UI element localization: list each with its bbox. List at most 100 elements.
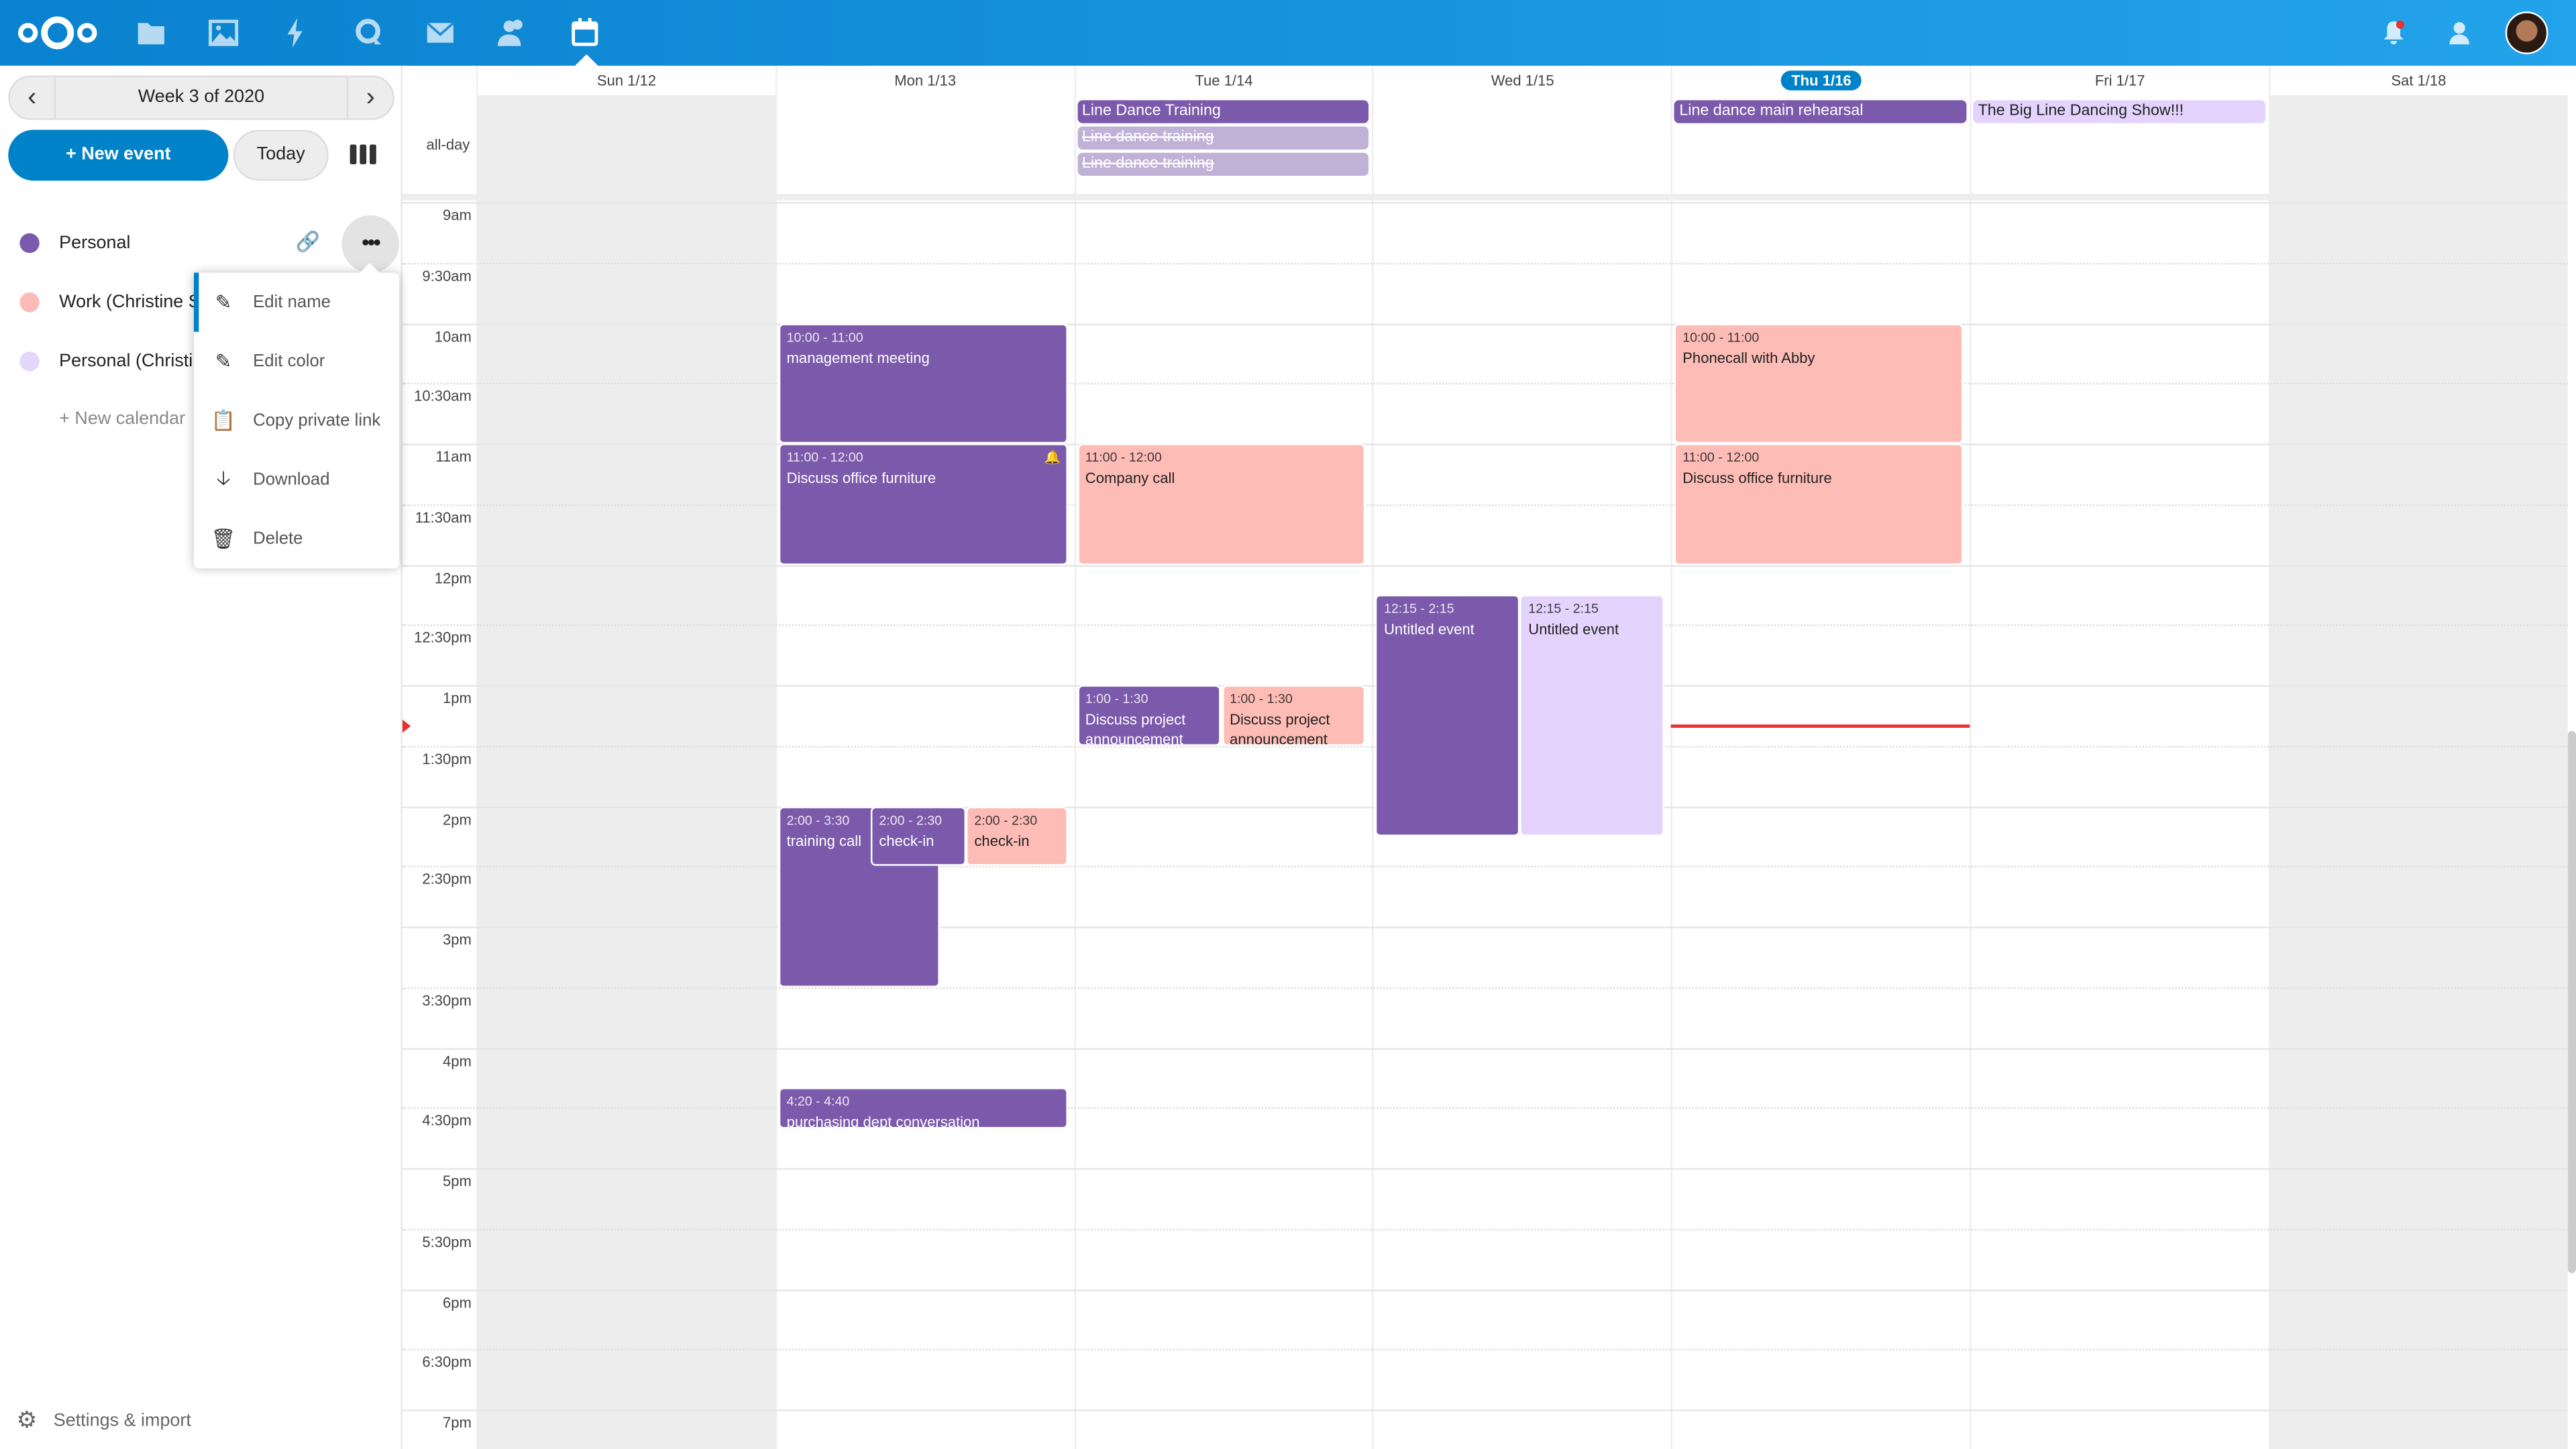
- calendar-event[interactable]: 4:20 - 4:40 purchasing dept conversation: [778, 1087, 1067, 1128]
- all-day-event[interactable]: Line dance training: [1077, 126, 1369, 150]
- event-time: 11:00 - 12:00: [1085, 450, 1162, 466]
- menu-item-label: Edit color: [253, 352, 325, 372]
- event-time: 10:00 - 11:00: [1682, 329, 1760, 345]
- day-header-label: Thu 1/16: [1781, 70, 1862, 91]
- time-label: 6:30pm: [422, 1354, 472, 1371]
- calendar-name: Personal (Christine Schott): [59, 352, 197, 372]
- menu-item-label: Download: [253, 470, 330, 490]
- next-week-button[interactable]: ›: [366, 83, 375, 111]
- files-icon[interactable]: [135, 16, 168, 49]
- gear-icon: ⚙: [16, 1406, 38, 1433]
- contacts-icon[interactable]: [496, 16, 529, 49]
- time-slot-line: [402, 383, 2568, 385]
- menu-item-edit-color[interactable]: ✎ Edit color: [194, 332, 399, 391]
- calendar-event[interactable]: 2:00 - 2:30 check-in: [966, 806, 1067, 867]
- user-avatar[interactable]: [2505, 11, 2548, 54]
- calendar-item[interactable]: Personal (Christine Schott): [0, 332, 402, 391]
- calendar-name: Work (Christine Schott): [59, 292, 197, 313]
- view-switcher-icon[interactable]: [350, 144, 376, 164]
- day-header-label: Wed 1/15: [1491, 72, 1554, 89]
- day-header[interactable]: Tue 1/14: [1073, 65, 1373, 96]
- previous-week-button[interactable]: ‹: [28, 83, 37, 111]
- photos-icon[interactable]: [207, 16, 240, 49]
- calendar-event[interactable]: 11:00 - 12:00 Discuss office furniture 🔔: [778, 443, 1067, 565]
- time-slot-line: [402, 323, 2568, 325]
- day-header[interactable]: Thu 1/16: [1671, 65, 1970, 96]
- time-label: 5:30pm: [422, 1233, 472, 1250]
- all-day-event[interactable]: Line dance training: [1077, 152, 1369, 176]
- calendar-event[interactable]: 12:15 - 2:15 Untitled event: [1375, 594, 1521, 837]
- day-header[interactable]: Wed 1/15: [1372, 65, 1671, 96]
- today-button[interactable]: Today: [233, 129, 329, 181]
- time-slot-line: [402, 1228, 2568, 1230]
- week-grid: all-day Sun 1/12 Mon 1/13 Tue 1/14 Wed 1/15…: [402, 65, 2576, 1449]
- calendar-event[interactable]: 11:00 - 12:00 Discuss office furniture: [1674, 443, 1964, 565]
- time-label: 2:30pm: [422, 871, 472, 888]
- day-column[interactable]: [1970, 95, 2268, 1449]
- menu-item-download[interactable]: 🡣 Download: [194, 450, 399, 509]
- time-label: 9am: [442, 207, 472, 224]
- notifications-icon[interactable]: [2382, 19, 2405, 46]
- menu-item-edit-name[interactable]: ✎ Edit name: [193, 272, 399, 332]
- settings-button[interactable]: ⚙ Settings & import: [16, 1406, 191, 1434]
- time-slot-line: [402, 504, 2568, 506]
- day-column[interactable]: [1372, 95, 1671, 1449]
- talk-icon[interactable]: [352, 16, 384, 49]
- scrollbar[interactable]: [2567, 731, 2576, 1273]
- day-column[interactable]: [476, 95, 775, 1449]
- menu-item-copy-private-link[interactable]: 📋 Copy private link: [194, 391, 399, 450]
- time-slot-line: [402, 866, 2568, 868]
- calendar-item[interactable]: Personal: [0, 213, 402, 272]
- nextcloud-logo[interactable]: [16, 13, 98, 53]
- mail-icon[interactable]: [424, 16, 457, 49]
- week-navigator: ‹ Week 3 of 2020 ›: [8, 75, 394, 120]
- share-link-icon[interactable]: 🔗: [295, 229, 321, 254]
- day-header-label: Mon 1/13: [894, 72, 957, 89]
- all-day-event[interactable]: The Big Line Dancing Show!!!: [1973, 100, 2265, 123]
- calendar-event[interactable]: 2:00 - 2:30 check-in: [871, 806, 967, 867]
- day-header-label: Fri 1/17: [2094, 72, 2145, 89]
- activity-icon[interactable]: [279, 16, 312, 49]
- calendar-event[interactable]: 11:00 - 12:00 Company call: [1077, 443, 1366, 565]
- calendar-event[interactable]: 1:00 - 1:30 Discuss project announcement: [1077, 685, 1222, 746]
- menu-item-label: Edit name: [253, 292, 331, 313]
- calendar-event[interactable]: 10:00 - 11:00 management meeting: [778, 323, 1067, 444]
- calendar-event[interactable]: 2:00 - 3:30 training call: [778, 806, 941, 987]
- calendar-icon[interactable]: [568, 16, 601, 49]
- menu-item-delete[interactable]: 🗑 Delete: [194, 509, 399, 568]
- calendar-color-dot[interactable]: [19, 292, 40, 313]
- event-title: Discuss project announcement: [1230, 711, 1330, 746]
- all-day-event[interactable]: Line Dance Training: [1077, 100, 1369, 123]
- day-header[interactable]: Fri 1/17: [1970, 65, 2268, 96]
- calendar-color-dot[interactable]: [19, 233, 40, 254]
- time-label: 12:30pm: [414, 629, 472, 647]
- day-header[interactable]: Mon 1/13: [775, 65, 1073, 96]
- day-header[interactable]: Sat 1/18: [2268, 65, 2567, 96]
- new-event-button[interactable]: + New event: [8, 129, 229, 181]
- day-header[interactable]: Sun 1/12: [476, 65, 775, 96]
- menu-item-label: Copy private link: [253, 411, 381, 431]
- day-column[interactable]: [1073, 95, 1373, 1449]
- new-calendar-button[interactable]: + New calendar: [59, 409, 186, 429]
- event-time: 4:20 - 4:40: [786, 1093, 850, 1109]
- week-picker[interactable]: Week 3 of 2020: [54, 77, 349, 119]
- event-title: purchasing dept conversation: [786, 1114, 980, 1128]
- calendar-event[interactable]: 10:00 - 11:00 Phonecall with Abby: [1674, 323, 1964, 444]
- event-time: 1:00 - 1:30: [1230, 692, 1293, 707]
- all-day-event[interactable]: Line dance main rehearsal: [1674, 100, 1967, 123]
- calendar-color-dot[interactable]: [19, 352, 40, 372]
- day-column[interactable]: [775, 95, 1073, 1449]
- day-column[interactable]: [1671, 95, 1970, 1449]
- time-label: 10:30am: [414, 388, 472, 405]
- calendar-event[interactable]: 1:00 - 1:30 Discuss project announcement: [1221, 685, 1366, 746]
- contacts-menu-icon[interactable]: [2448, 19, 2471, 46]
- all-day-label: all-day: [426, 136, 470, 153]
- calendar-event[interactable]: 12:15 - 2:15 Untitled event: [1520, 594, 1665, 837]
- event-time: 12:15 - 2:15: [1384, 601, 1454, 616]
- day-column[interactable]: [2268, 95, 2567, 1449]
- download-icon: 🡣: [216, 466, 231, 489]
- calendar-item[interactable]: Work (Christine Schott): [0, 273, 402, 332]
- trash-icon: 🗑: [211, 527, 236, 551]
- time-slot-line: [402, 926, 2568, 928]
- pencil-icon: ✎: [215, 290, 232, 314]
